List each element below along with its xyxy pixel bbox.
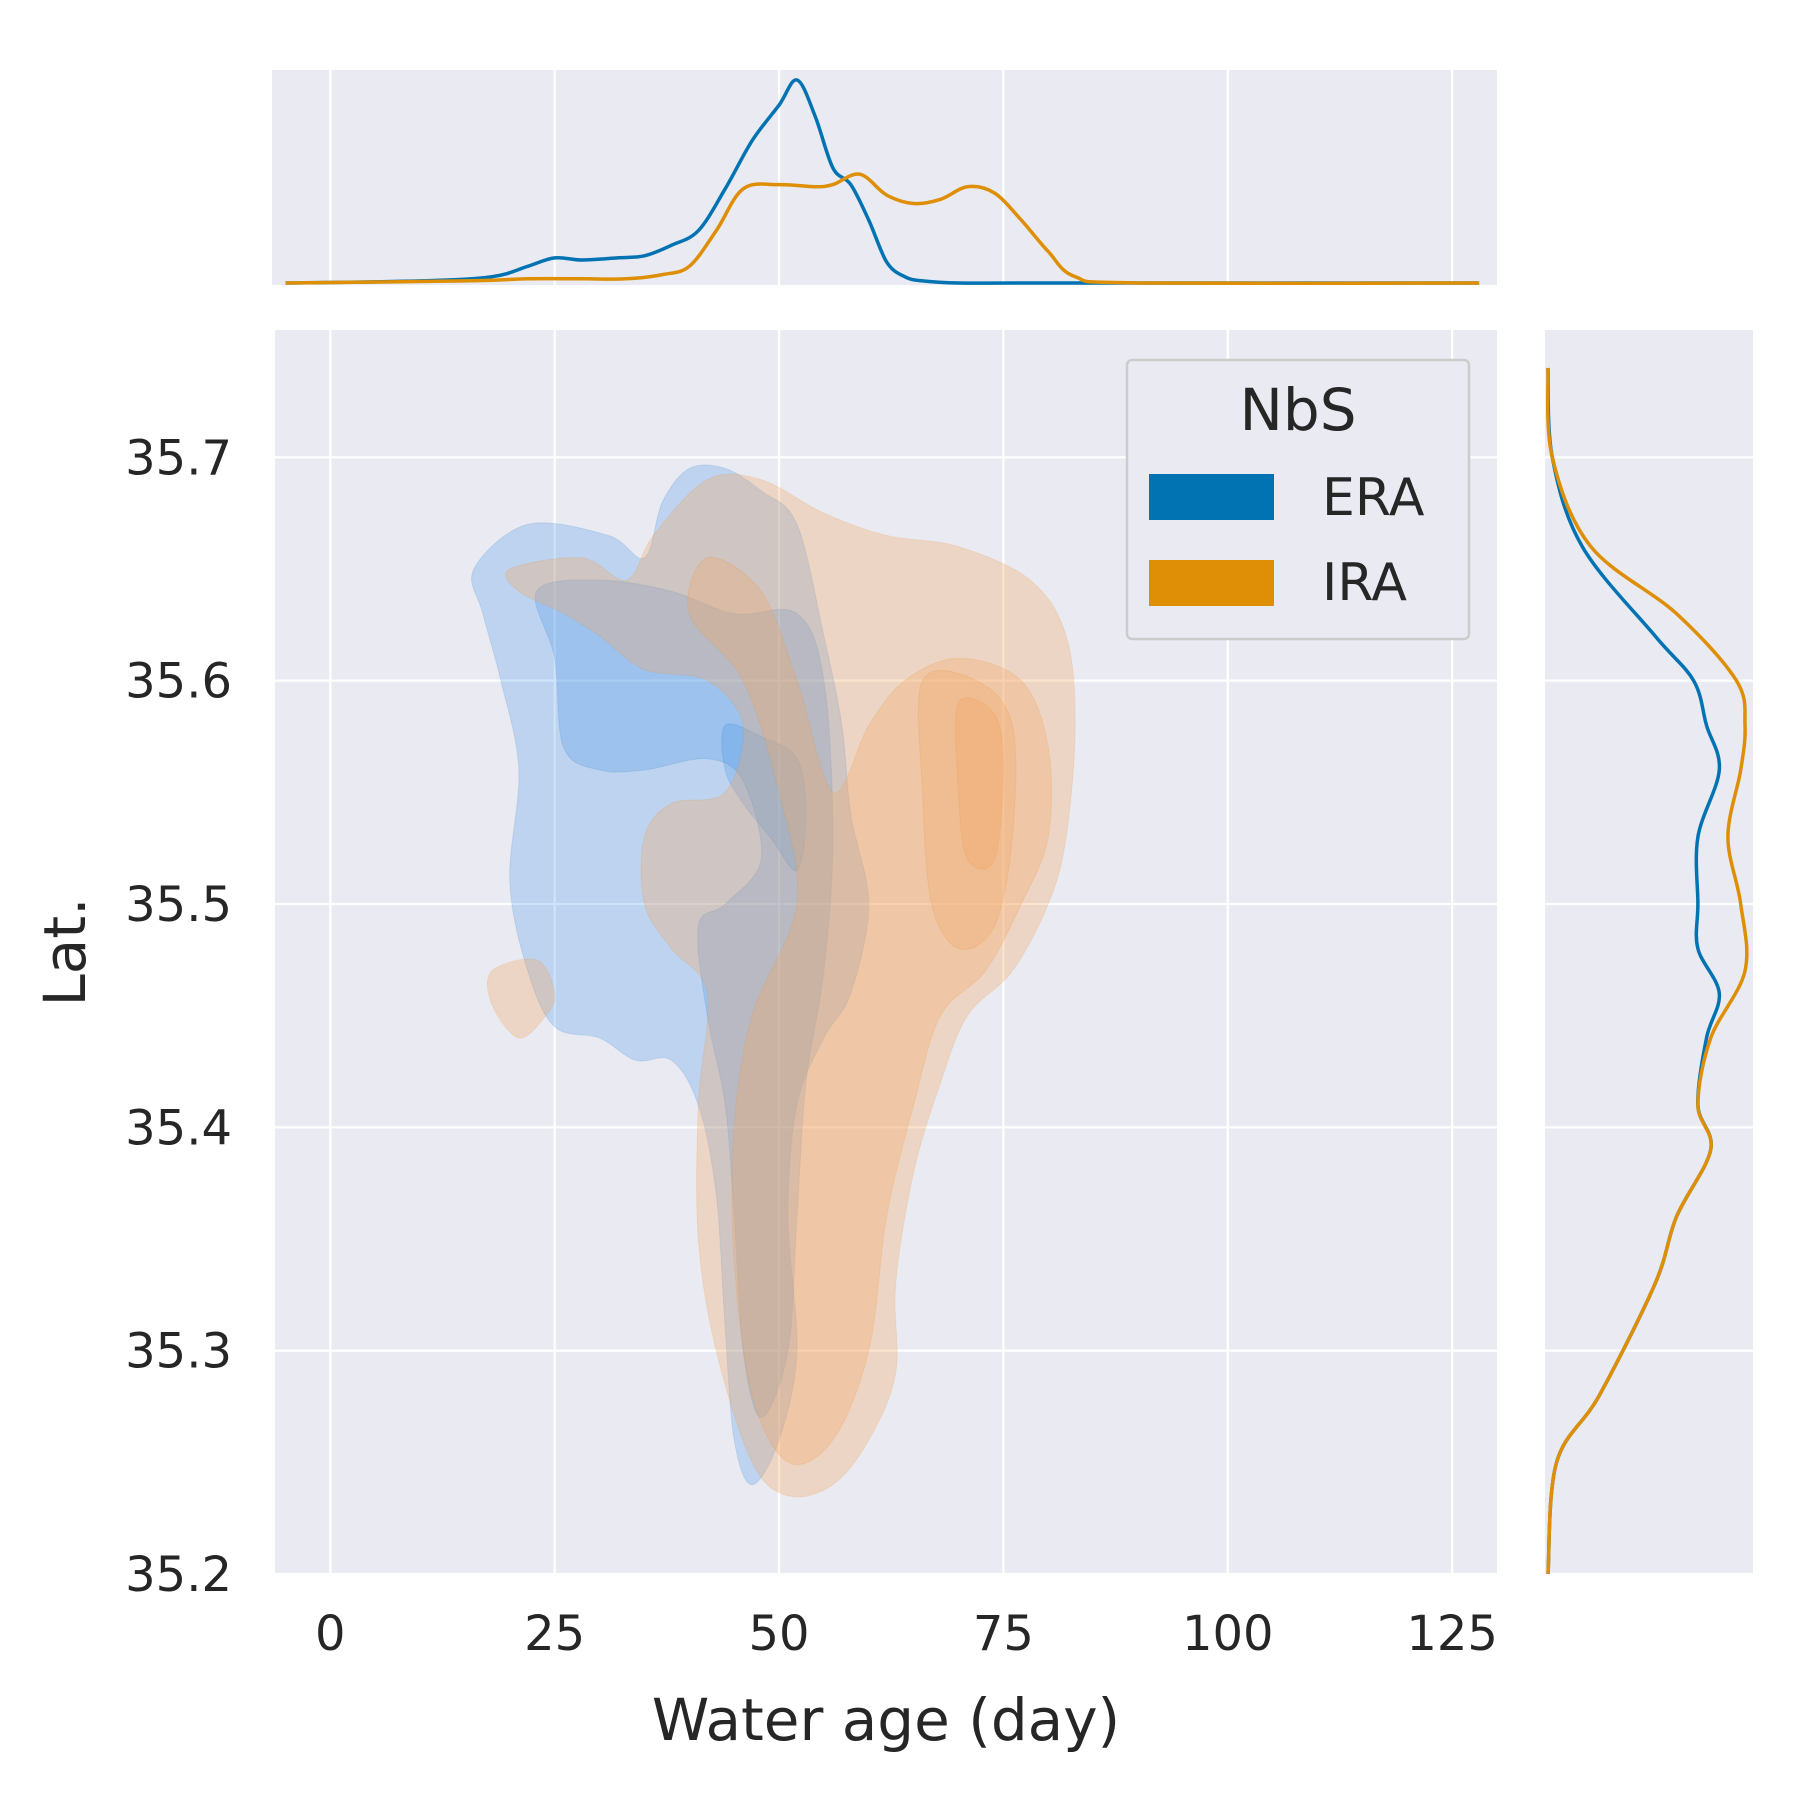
legend: NbS ERA IRA (1125, 358, 1471, 641)
legend-title: NbS (1239, 376, 1356, 444)
x-tick-label-5: 125 (1406, 1606, 1498, 1662)
y-tick-label-4: 35.6 (125, 654, 232, 710)
y-tick-label-2: 35.4 (125, 1100, 232, 1156)
marginal-x-curve-ira (285, 172, 1480, 285)
tick-labels: 0 25 50 75 100 125 35.2 35.3 35.4 35.5 35.6 35.7 (125, 430, 1498, 1662)
kde-region-era-2 (721, 723, 807, 872)
legend-label-ira: IRA (1322, 553, 1407, 613)
x-tick-label-2: 50 (749, 1606, 810, 1662)
marginal-x-curves (285, 78, 1480, 285)
legend-label-era: ERA (1322, 468, 1425, 528)
kde-region-ira-4 (486, 958, 556, 1039)
kde-region-ira-1 (687, 556, 1053, 1466)
marginal-x-panel (272, 70, 1497, 285)
y-tick-label-0: 35.2 (125, 1547, 232, 1603)
y-axis-label: Lat. (31, 897, 99, 1006)
y-tick-label-5: 35.7 (125, 430, 232, 486)
marginal-y-panel (1545, 330, 1753, 1574)
kde-contours (471, 464, 1076, 1498)
kde-region-era-1 (534, 579, 834, 1419)
grid-lines (275, 70, 1753, 1576)
kde-region-era-0 (471, 464, 870, 1486)
y-tick-label-1: 35.3 (125, 1324, 232, 1380)
marginal-y-curve-ira (1545, 367, 1749, 1574)
x-axis-label: Water age (day) (652, 1686, 1120, 1754)
kde-region-ira-0 (505, 473, 1076, 1498)
kde-region-ira-3 (955, 697, 1004, 870)
legend-swatch-ira (1149, 560, 1274, 606)
marginal-x-curve-era (285, 78, 1480, 285)
marginal-y-curves (1545, 367, 1749, 1574)
x-tick-label-3: 75 (973, 1606, 1034, 1662)
x-tick-label-0: 0 (315, 1606, 346, 1662)
legend-swatch-era (1149, 474, 1274, 520)
x-tick-label-1: 25 (524, 1606, 585, 1662)
y-tick-label-3: 35.5 (125, 877, 232, 933)
x-tick-label-4: 100 (1182, 1606, 1274, 1662)
kde-region-ira-2 (917, 670, 1017, 950)
